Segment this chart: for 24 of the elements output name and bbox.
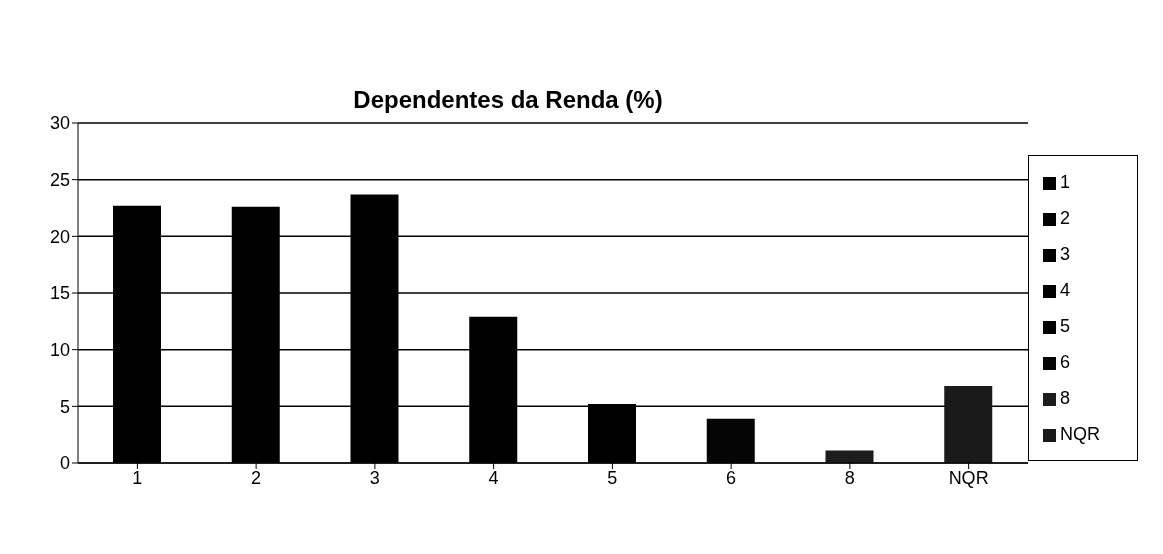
x-tick-label: 3 — [369, 467, 380, 488]
legend-label: NQR — [1060, 424, 1100, 444]
legend-label: 5 — [1060, 316, 1071, 336]
x-tick-label: 1 — [132, 467, 143, 488]
legend-label: 8 — [1060, 388, 1071, 408]
y-tick-label: 5 — [59, 396, 70, 417]
x-tick-label: 8 — [844, 467, 855, 488]
x-tick-label: 6 — [726, 467, 737, 488]
legend-label: 3 — [1060, 244, 1071, 264]
y-tick-label: 30 — [49, 113, 70, 134]
x-tick-label: NQR — [948, 467, 989, 488]
legend-label: 4 — [1060, 280, 1071, 300]
y-tick-label: 20 — [49, 226, 70, 247]
legend-label: 6 — [1060, 352, 1071, 372]
y-tick-label: 0 — [59, 453, 70, 474]
y-tick-label: 25 — [49, 170, 70, 191]
legend-label: 1 — [1060, 172, 1071, 192]
x-tick-label: 2 — [251, 467, 262, 488]
y-tick-label: 10 — [49, 340, 70, 361]
legend-label: 2 — [1060, 208, 1071, 228]
x-tick-label: 5 — [607, 467, 618, 488]
x-tick-label: 4 — [488, 467, 499, 488]
y-tick-label: 15 — [49, 283, 70, 304]
chart-title: Dependentes da Renda (%) — [352, 86, 664, 114]
